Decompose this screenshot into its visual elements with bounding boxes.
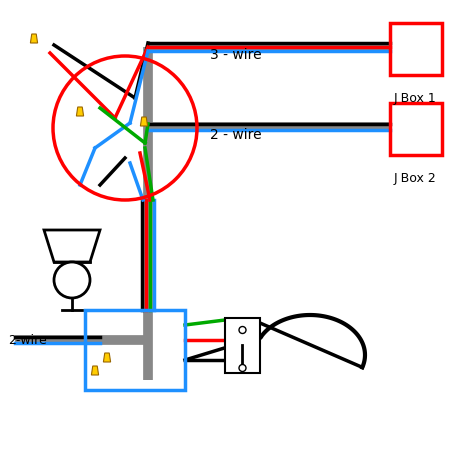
Circle shape (239, 327, 246, 334)
Bar (390, 23, 442, 75)
Polygon shape (44, 230, 100, 262)
Text: 2 - wire: 2 - wire (210, 128, 262, 142)
Text: J Box 1: J Box 1 (394, 92, 437, 105)
Bar (85, 310, 185, 390)
Polygon shape (91, 366, 99, 375)
Polygon shape (30, 34, 37, 43)
Text: 3 - wire: 3 - wire (210, 48, 262, 62)
Bar (225, 318, 260, 373)
Bar (390, 103, 442, 155)
Text: 2-wire: 2-wire (8, 334, 47, 346)
Polygon shape (140, 117, 147, 126)
Polygon shape (76, 107, 83, 116)
Circle shape (239, 365, 246, 372)
Circle shape (54, 262, 90, 298)
Text: J Box 2: J Box 2 (394, 172, 437, 185)
Polygon shape (103, 353, 110, 362)
